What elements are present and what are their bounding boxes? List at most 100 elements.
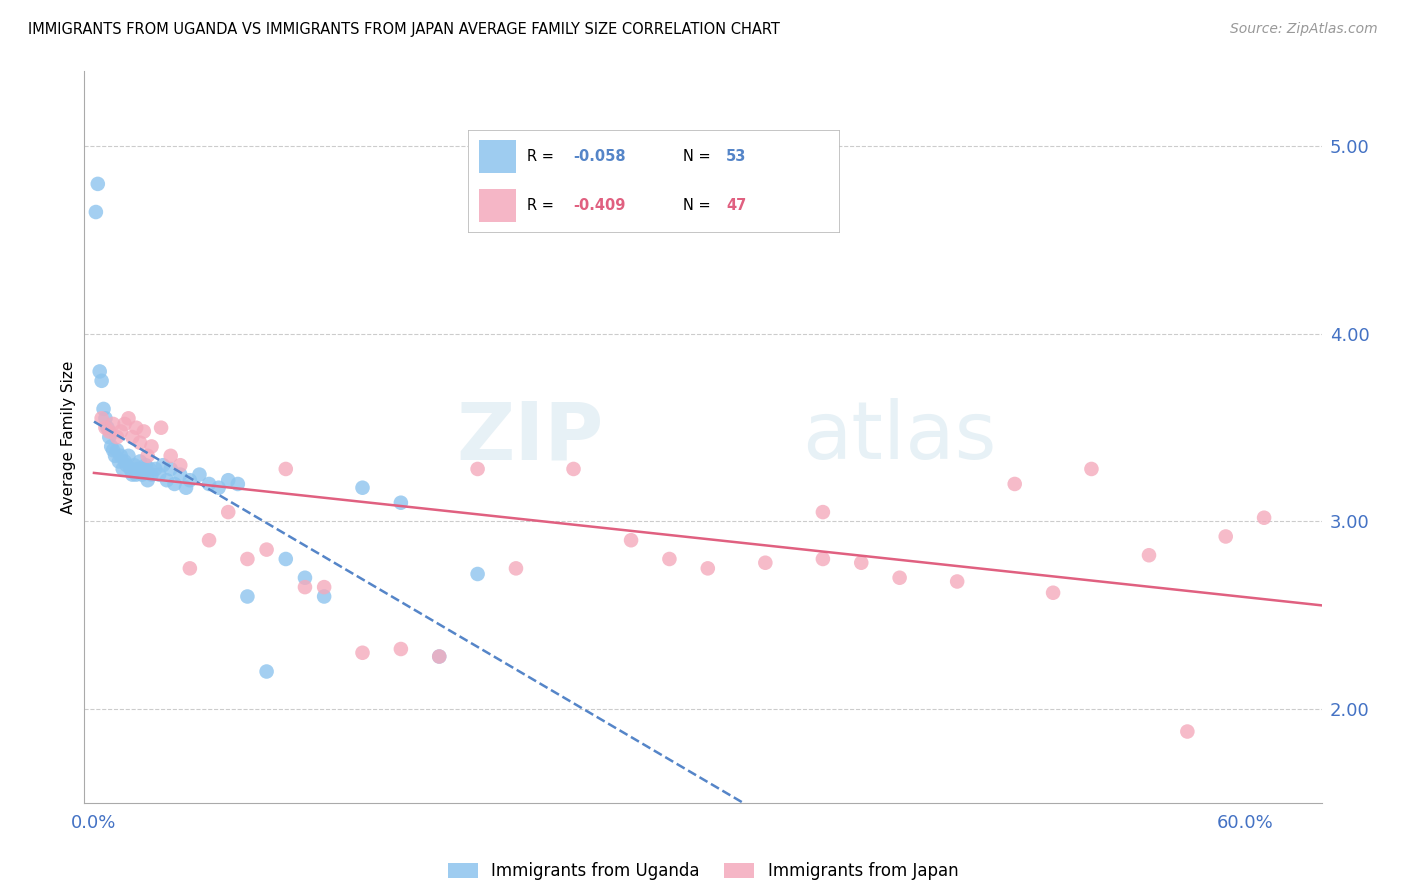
Point <box>811 505 834 519</box>
Point <box>104 449 127 463</box>
Point <box>658 552 681 566</box>
Point <box>811 552 834 566</box>
Point <box>90 374 112 388</box>
Point <box>236 552 259 566</box>
Point <box>129 435 152 450</box>
Point <box>93 401 115 416</box>
Point <box>90 411 112 425</box>
Point <box>136 473 159 487</box>
Point <box>1042 586 1064 600</box>
Point <box>105 430 128 444</box>
Text: IMMIGRANTS FROM UGANDA VS IMMIGRANTS FROM JAPAN AVERAGE FAMILY SIZE CORRELATION : IMMIGRANTS FROM UGANDA VS IMMIGRANTS FRO… <box>28 22 780 37</box>
Point <box>121 430 143 444</box>
Point <box>131 467 153 482</box>
Point <box>1215 529 1237 543</box>
Point <box>198 533 221 548</box>
Point <box>1175 724 1198 739</box>
Point <box>427 649 450 664</box>
Point <box>174 481 197 495</box>
Point <box>125 420 148 434</box>
Point <box>94 420 117 434</box>
Point <box>94 411 117 425</box>
Text: ZIP: ZIP <box>457 398 605 476</box>
Point <box>159 462 181 476</box>
Point <box>98 425 121 439</box>
Point <box>226 477 249 491</box>
Point <box>117 449 139 463</box>
Point <box>217 505 239 519</box>
Text: atlas: atlas <box>801 398 997 476</box>
Point <box>562 462 585 476</box>
Point <box>121 467 143 482</box>
Point <box>100 440 122 454</box>
Point <box>132 462 155 476</box>
Point <box>946 574 969 589</box>
Y-axis label: Average Family Size: Average Family Size <box>60 360 76 514</box>
Point <box>314 590 336 604</box>
Point <box>851 556 873 570</box>
Point <box>141 440 163 454</box>
Point <box>125 467 148 482</box>
Point <box>163 477 186 491</box>
Point <box>179 473 201 487</box>
Point <box>1080 462 1102 476</box>
Point <box>198 477 221 491</box>
Text: Source: ZipAtlas.com: Source: ZipAtlas.com <box>1230 22 1378 37</box>
Point <box>141 467 163 482</box>
Point <box>108 454 131 468</box>
Point <box>208 481 231 495</box>
Point <box>98 430 121 444</box>
Point <box>89 364 111 378</box>
Point <box>754 556 776 570</box>
Point <box>105 443 128 458</box>
Legend: Immigrants from Uganda, Immigrants from Japan: Immigrants from Uganda, Immigrants from … <box>447 863 959 880</box>
Point <box>101 443 124 458</box>
Point <box>156 473 179 487</box>
Point <box>294 580 316 594</box>
Point <box>352 481 374 495</box>
Point <box>467 566 489 581</box>
Point <box>352 646 374 660</box>
Point <box>314 580 336 594</box>
Point <box>889 571 911 585</box>
Point <box>169 458 191 473</box>
Point <box>117 411 139 425</box>
Point <box>427 649 450 664</box>
Point <box>143 462 166 476</box>
Point <box>274 462 297 476</box>
Point <box>110 449 132 463</box>
Point <box>217 473 239 487</box>
Point <box>120 462 142 476</box>
Point <box>87 177 110 191</box>
Point <box>1253 510 1275 524</box>
Point <box>150 420 173 434</box>
Point <box>84 205 107 219</box>
Point <box>129 454 152 468</box>
Point <box>152 458 174 473</box>
Point <box>132 425 155 439</box>
Point <box>115 458 138 473</box>
Point <box>389 496 412 510</box>
Point <box>1137 548 1160 562</box>
Point <box>136 449 159 463</box>
Point <box>256 665 278 679</box>
Point <box>111 462 134 476</box>
Point <box>138 462 160 476</box>
Point <box>127 462 149 476</box>
Point <box>96 420 118 434</box>
Point <box>389 642 412 657</box>
Point <box>148 467 170 482</box>
Point <box>169 467 191 482</box>
Point <box>467 462 489 476</box>
Point <box>696 561 718 575</box>
Point <box>110 425 132 439</box>
Point <box>505 561 527 575</box>
Point <box>122 458 145 473</box>
Point <box>620 533 643 548</box>
Point <box>159 449 181 463</box>
Point <box>179 561 201 575</box>
Point <box>236 590 259 604</box>
Point <box>114 417 136 431</box>
Point <box>101 417 124 431</box>
Point <box>135 458 157 473</box>
